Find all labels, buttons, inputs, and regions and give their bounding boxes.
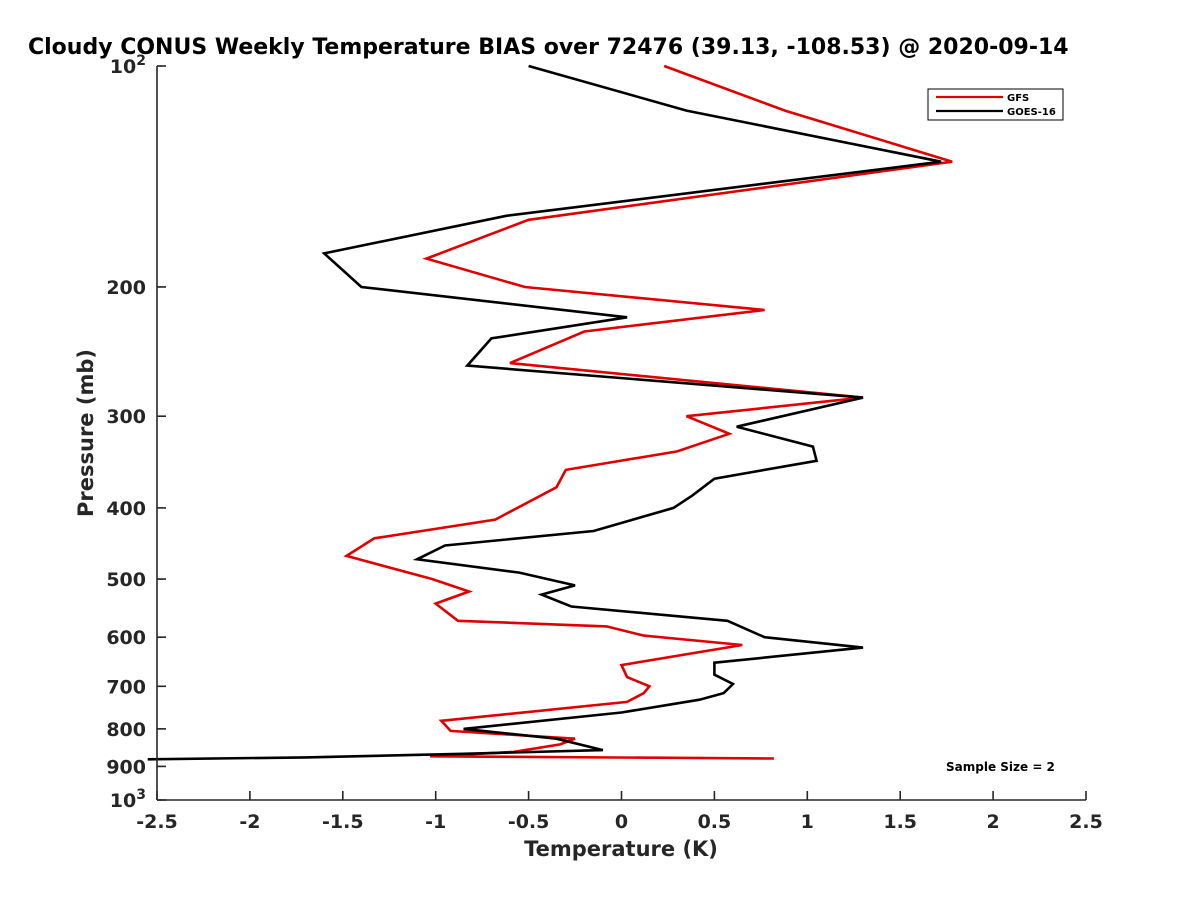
y-tick-label: 500 [106,569,146,591]
series-line-gfs [343,64,953,760]
x-tick-label: -1 [425,811,446,833]
chart-title: Cloudy CONUS Weekly Temperature BIAS ove… [28,35,1069,60]
y-tick-label: 103 [110,787,146,812]
x-tick-label: 2.5 [1069,811,1103,833]
sample-size-annotation: Sample Size = 2 [946,760,1055,774]
y-tick-label: 200 [106,277,146,299]
x-tick-label: -1.5 [322,811,364,833]
series-line-goes16 [147,64,942,761]
series-layer [147,64,953,761]
legend-label-gfs: GFS [1007,93,1029,104]
y-tick-label: 300 [106,406,146,428]
y-tick-label: 900 [106,756,146,778]
legend-label-goes16: GOES-16 [1007,107,1056,118]
legend: GFS GOES-16 [927,88,1064,121]
y-tick-label: 400 [106,498,146,520]
y-tick-label: 600 [106,627,146,649]
x-tick-label: 0 [615,811,628,833]
x-ticks: -2.5 -2 -1.5 -1 -0.5 0 0.5 1 1.5 2 2.5 [136,791,1103,833]
x-tick-label: -2.5 [136,811,178,833]
x-tick-label: 1.5 [883,811,917,833]
x-tick-label: 1 [801,811,814,833]
x-tick-label: -0.5 [508,811,550,833]
x-tick-label: 2 [986,811,999,833]
x-tick-label: -2 [239,811,260,833]
legend-box [927,88,1064,121]
y-tick-label: 800 [106,719,146,741]
x-axis-label: Temperature (K) [524,837,718,861]
x-tick-label: 0.5 [698,811,732,833]
y-tick-label: 700 [106,676,146,698]
y-axis-label: Pressure (mb) [74,349,98,517]
